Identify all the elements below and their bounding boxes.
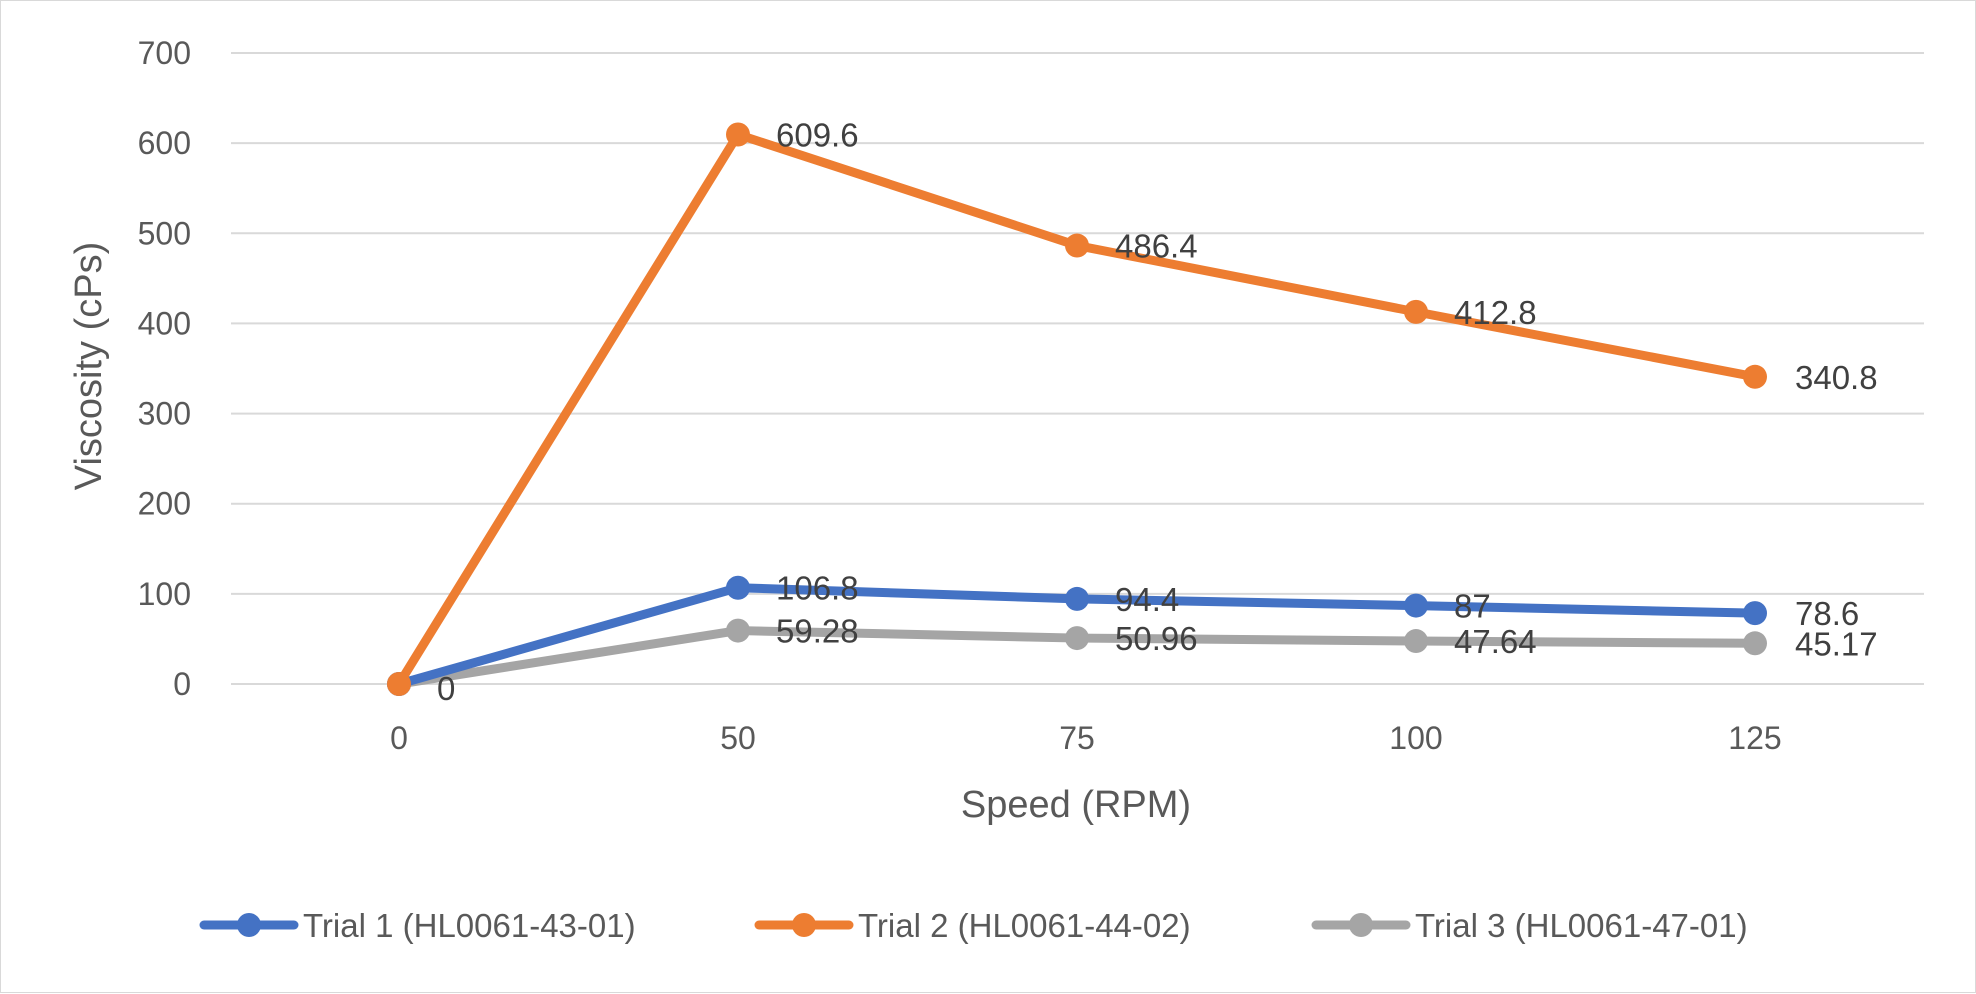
legend-label: Trial 2 (HL0061-44-02): [858, 907, 1191, 944]
x-tick-label: 125: [1728, 720, 1781, 756]
legend-swatch-marker: [237, 913, 261, 937]
data-point: [1404, 629, 1428, 654]
y-tick-label: 700: [138, 35, 191, 71]
data-label: 78.6: [1795, 595, 1859, 632]
y-tick-label: 400: [138, 305, 191, 341]
y-tick-label: 0: [173, 666, 191, 702]
data-point: [1065, 626, 1089, 651]
data-point: [387, 672, 411, 696]
data-label: 609.6: [776, 116, 859, 153]
data-point: [1743, 631, 1767, 656]
data-point: [1743, 364, 1767, 389]
data-point: [726, 122, 750, 147]
data-label: 340.8: [1795, 359, 1878, 396]
y-axis-ticks: 0 100 200 300 400 500 600 700: [138, 35, 191, 702]
x-axis-title: Speed (RPM): [961, 784, 1191, 826]
data-point: [726, 575, 750, 600]
legend-label: Trial 3 (HL0061-47-01): [1415, 907, 1748, 944]
y-tick-label: 500: [138, 215, 191, 251]
data-label: 486.4: [1115, 228, 1198, 265]
data-point: [1404, 593, 1428, 618]
legend-item: Trial 3 (HL0061-47-01): [1311, 907, 1748, 944]
data-point: [1743, 601, 1767, 626]
data-label: 106.8: [776, 570, 859, 607]
x-tick-label: 50: [720, 720, 756, 756]
x-tick-label: 100: [1389, 720, 1442, 756]
y-tick-label: 600: [138, 125, 191, 161]
legend-swatch-marker: [1349, 913, 1373, 937]
x-tick-label: 0: [390, 720, 408, 756]
data-point: [1065, 586, 1089, 611]
y-axis-title: Viscosity (cPs): [68, 242, 110, 490]
x-tick-label: 75: [1059, 720, 1095, 756]
data-point: [1065, 233, 1089, 258]
data-labels: 0 106.8 94.4 87 78.6 609.6 486.4 412.8 340.8 59.2…: [437, 116, 1878, 707]
data-point: [1404, 299, 1428, 324]
data-point: [726, 618, 750, 643]
legend: Trial 1 (HL0061-43-01) Trial 2 (HL0061-44…: [199, 907, 1748, 944]
data-label: 94.4: [1115, 581, 1179, 618]
x-axis-ticks: 0 50 75 100 125: [390, 720, 1782, 756]
data-label: 50.96: [1115, 620, 1198, 657]
series-1: [387, 575, 1767, 696]
legend-item: Trial 1 (HL0061-43-01): [199, 907, 636, 944]
data-label: 47.64: [1454, 623, 1537, 660]
data-label: 59.28: [776, 613, 859, 650]
legend-item: Trial 2 (HL0061-44-02): [754, 907, 1191, 944]
series-2: [387, 122, 1767, 696]
data-label: 45.17: [1795, 625, 1878, 662]
legend-label: Trial 1 (HL0061-43-01): [303, 907, 636, 944]
data-label: 0: [437, 670, 455, 707]
data-label: 87: [1454, 588, 1491, 625]
y-tick-label: 300: [138, 396, 191, 432]
y-tick-label: 200: [138, 486, 191, 522]
legend-swatch-marker: [792, 913, 816, 937]
y-tick-label: 100: [138, 576, 191, 612]
data-label: 412.8: [1454, 294, 1537, 331]
series-lines: [387, 122, 1767, 696]
